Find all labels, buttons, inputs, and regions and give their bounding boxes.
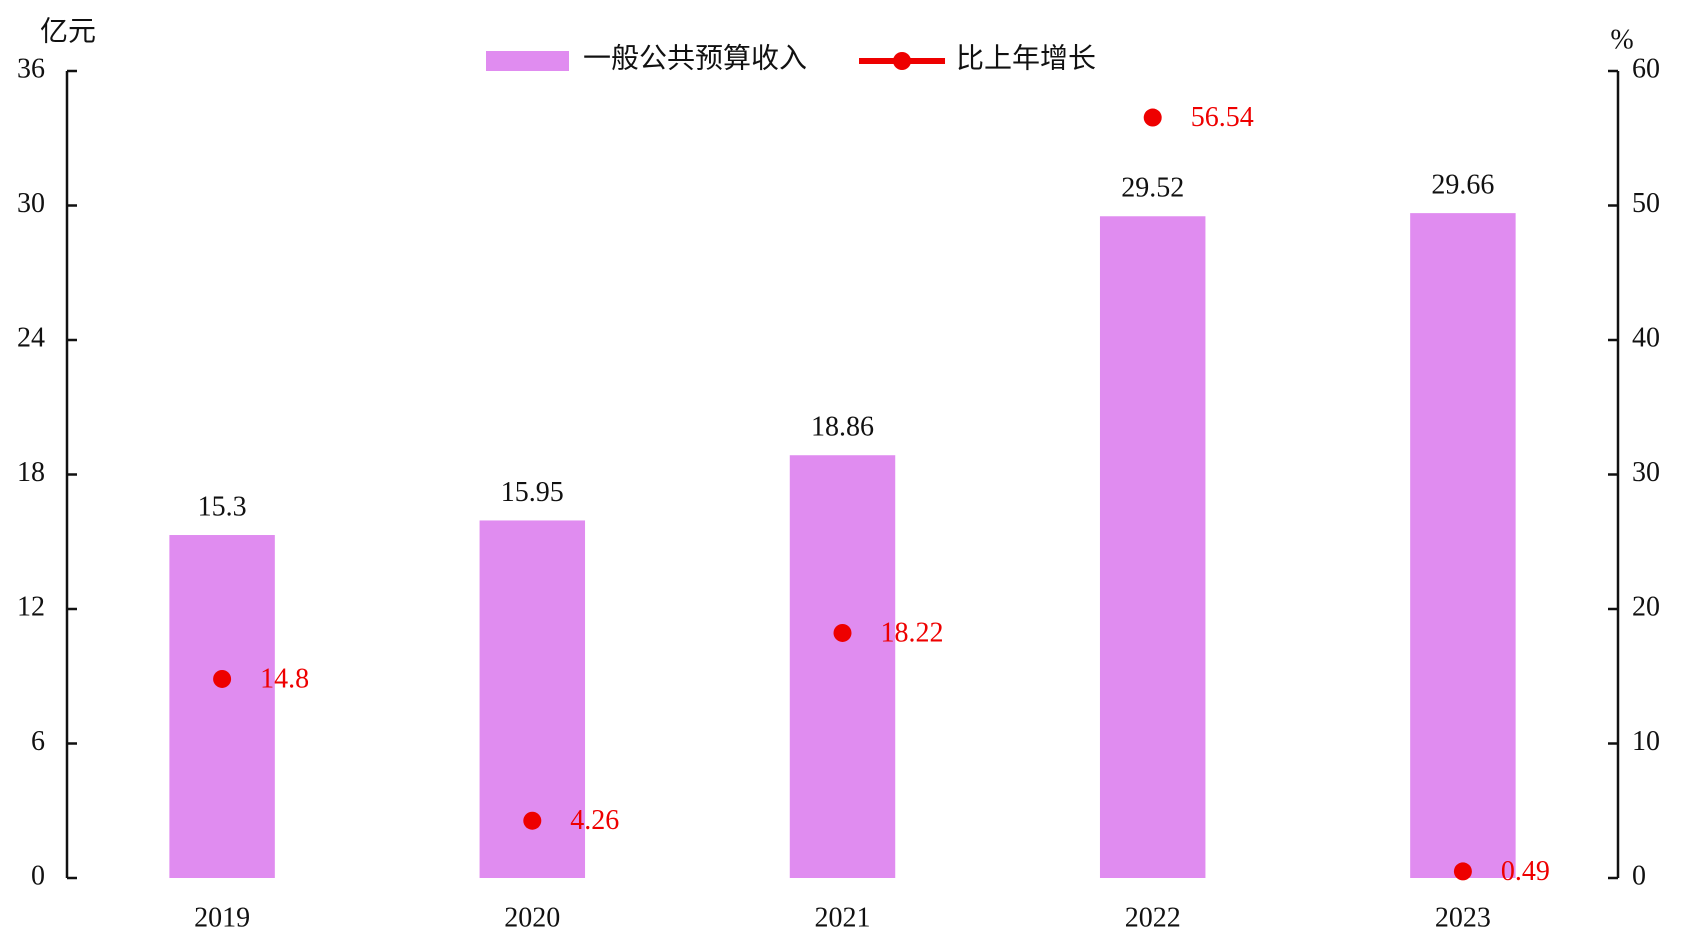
x-tick-label: 2021 bbox=[815, 902, 871, 933]
y-tick-label: 24 bbox=[17, 322, 45, 353]
x-tick-label: 2019 bbox=[194, 902, 250, 933]
line-marker bbox=[1453, 862, 1472, 881]
line-value-label: 0.49 bbox=[1501, 856, 1550, 887]
bar bbox=[1099, 216, 1206, 878]
y-tick-label: 30 bbox=[17, 188, 45, 219]
line-marker bbox=[523, 811, 542, 830]
y2-tick-label: 0 bbox=[1632, 860, 1646, 891]
y-tick-label: 36 bbox=[17, 53, 45, 84]
x-tick-label: 2023 bbox=[1435, 902, 1491, 933]
bar-value-label: 15.3 bbox=[198, 491, 247, 522]
y-tick-label: 0 bbox=[31, 860, 45, 891]
x-tick-label: 2020 bbox=[504, 902, 560, 933]
bar-value-label: 29.66 bbox=[1431, 170, 1494, 201]
bar bbox=[169, 535, 275, 878]
y-axis-label: 亿元 bbox=[40, 15, 96, 47]
legend-label: 比上年增长 bbox=[956, 42, 1096, 74]
y2-tick-label: 20 bbox=[1632, 591, 1660, 622]
y2-tick-label: 50 bbox=[1632, 188, 1660, 219]
y2-tick-label: 10 bbox=[1632, 726, 1660, 757]
x-tick-label: 2022 bbox=[1125, 902, 1181, 933]
line-value-label: 56.54 bbox=[1191, 102, 1254, 133]
bar bbox=[1410, 213, 1516, 878]
line-marker bbox=[213, 669, 232, 688]
y2-tick-label: 30 bbox=[1632, 457, 1660, 488]
bar-value-label: 29.52 bbox=[1121, 173, 1184, 204]
line-value-label: 14.8 bbox=[260, 663, 309, 694]
y2-tick-label: 60 bbox=[1632, 53, 1660, 84]
legend-swatch bbox=[486, 51, 569, 71]
legend-marker bbox=[893, 52, 912, 70]
bar-value-label: 18.86 bbox=[811, 412, 874, 443]
line-marker bbox=[1143, 108, 1162, 127]
y-tick-label: 18 bbox=[17, 457, 45, 488]
y2-axis-label: % bbox=[1610, 24, 1633, 55]
bar bbox=[789, 455, 896, 878]
legend-label: 一般公共预算收入 bbox=[583, 42, 807, 74]
line-marker bbox=[833, 623, 852, 642]
y-tick-label: 6 bbox=[31, 726, 45, 757]
y-tick-label: 12 bbox=[17, 591, 45, 622]
line-value-label: 4.26 bbox=[570, 805, 619, 836]
line-value-label: 18.22 bbox=[881, 617, 944, 648]
y2-tick-label: 40 bbox=[1632, 322, 1660, 353]
bar-value-label: 15.95 bbox=[501, 477, 564, 508]
